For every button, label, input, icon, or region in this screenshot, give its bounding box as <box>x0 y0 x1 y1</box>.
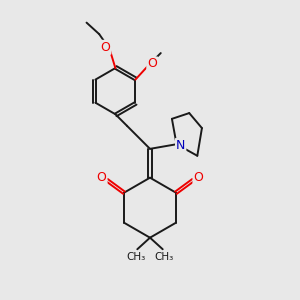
Text: O: O <box>147 57 157 70</box>
Text: O: O <box>194 171 203 184</box>
Text: O: O <box>97 171 106 184</box>
Text: O: O <box>100 41 110 54</box>
Text: CH₃: CH₃ <box>127 252 146 262</box>
Text: CH₃: CH₃ <box>154 252 173 262</box>
Text: N: N <box>176 139 185 152</box>
